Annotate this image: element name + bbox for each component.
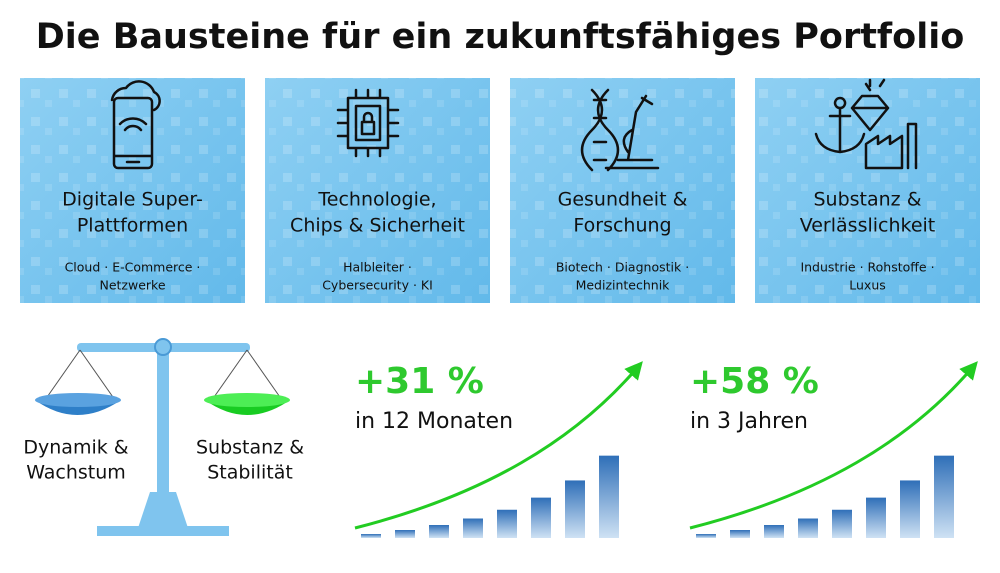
card-pattern (755, 78, 980, 303)
growth-period: in 3 Jahren (690, 409, 808, 434)
decorative-bar (730, 530, 750, 538)
card-title: Plattformen (77, 215, 188, 237)
card-subtitle: Cloud · E-Commerce · (65, 260, 201, 275)
decorative-bar (900, 480, 920, 538)
balance-scale (35, 338, 290, 536)
decorative-bar (696, 534, 716, 538)
card-subtitle: Biotech · Diagnostik · (556, 260, 689, 275)
card-subtitle: Halbleiter · (343, 260, 412, 275)
decorative-bar (463, 518, 483, 538)
balance-label: Dynamik & (23, 437, 128, 459)
card-subtitle: Cybersecurity · KI (322, 278, 433, 293)
card-subtitle: Medizintechnik (576, 278, 671, 293)
title: Die Bausteine für ein zukunftsfähiges Po… (36, 17, 965, 57)
balance-label: Stabilität (207, 462, 293, 484)
card-title: Chips & Sicherheit (290, 215, 465, 237)
decorative-bar (361, 534, 381, 538)
card-title: Verlässlichkeit (800, 215, 936, 237)
decorative-bar (429, 525, 449, 538)
card-title: Substanz & (813, 189, 921, 211)
card-title: Gesundheit & (558, 189, 688, 211)
growth-arrow (689, 361, 978, 530)
growth-period: in 12 Monaten (355, 409, 513, 434)
balance-label: Wachstum (26, 462, 126, 484)
decorative-bar (531, 497, 551, 538)
card-icon (814, 78, 918, 170)
card-pattern (20, 78, 245, 303)
card-subtitle: Industrie · Rohstoffe · (800, 260, 934, 275)
card-title: Digitale Super- (62, 189, 203, 211)
card-icon (336, 88, 400, 158)
balance-label: Substanz & (196, 437, 304, 459)
decorative-bar (565, 480, 585, 538)
card-subtitle: Netzwerke (99, 278, 165, 293)
decorative-bar (934, 455, 954, 538)
card-pattern (265, 78, 490, 303)
card-title: Technologie, (317, 189, 436, 211)
decorative-bar (798, 518, 818, 538)
decorative-bar (497, 509, 517, 538)
decorative-bar (866, 497, 886, 538)
decorative-bar (764, 525, 784, 538)
decorative-bar (395, 530, 415, 538)
decorative-bar (599, 455, 619, 538)
decorative-bar (832, 509, 852, 538)
card-title: Forschung (573, 215, 671, 237)
card-pattern (510, 78, 735, 303)
growth-arrow (354, 361, 643, 530)
card-icon (580, 88, 660, 172)
growth-value: +31 % (355, 361, 484, 402)
growth-value: +58 % (690, 361, 819, 402)
card-icon (110, 80, 161, 170)
card-subtitle: Luxus (849, 278, 886, 293)
